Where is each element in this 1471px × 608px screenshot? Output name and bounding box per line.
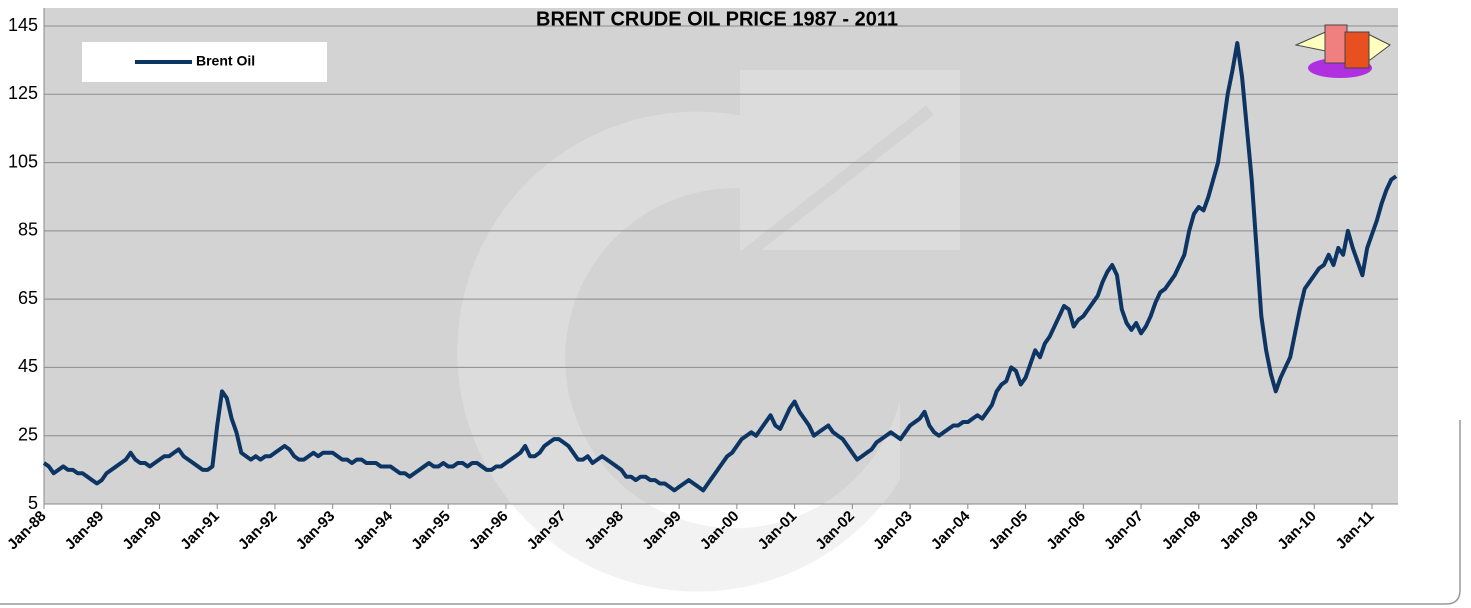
x-tick-label: Jan-94 [350, 507, 396, 553]
legend-label: Brent Oil [196, 53, 255, 69]
x-tick-label: Jan-06 [1043, 508, 1089, 554]
x-tick-label: Jan-07 [1101, 508, 1147, 554]
x-tick-label: Jan-96 [466, 508, 512, 554]
clipart [1294, 24, 1391, 78]
x-tick-label: Jan-08 [1159, 508, 1205, 554]
y-tick-label: 25 [18, 424, 38, 444]
x-tick-label: Jan-10 [1274, 508, 1320, 554]
frame [0, 420, 1461, 605]
x-tick-label: Jan-09 [1217, 508, 1263, 554]
x-tick-label: Jan-88 [4, 508, 50, 554]
chart-title: BRENT CRUDE OIL PRICE 1987 - 2011 [536, 8, 898, 30]
x-tick-label: Jan-93 [293, 508, 339, 554]
x-tick-label: Jan-90 [119, 508, 165, 554]
y-tick-label: 45 [18, 356, 38, 376]
x-tick-label: Jan-91 [177, 508, 223, 554]
x-tick-label: Jan-89 [62, 508, 108, 554]
y-tick-label: 105 [8, 151, 38, 171]
y-tick-label: 125 [8, 83, 38, 103]
watermark [457, 70, 960, 592]
legend [82, 42, 327, 82]
x-tick-label: Jan-11 [1333, 508, 1378, 553]
plot-area [44, 8, 1398, 504]
y-tick-label: 145 [8, 15, 38, 35]
x-tick-label: Jan-92 [235, 508, 281, 554]
y-tick-label: 5 [28, 493, 38, 513]
data-line [42, 41, 1398, 493]
x-tick-label: Jan-03 [870, 508, 916, 554]
x-tick-label: Jan-05 [986, 508, 1032, 554]
x-tick-label: Jan-04 [928, 507, 974, 553]
y-tick-label: 85 [18, 220, 38, 240]
y-tick-label: 65 [18, 288, 38, 308]
x-tick-label: Jan-95 [408, 508, 454, 554]
